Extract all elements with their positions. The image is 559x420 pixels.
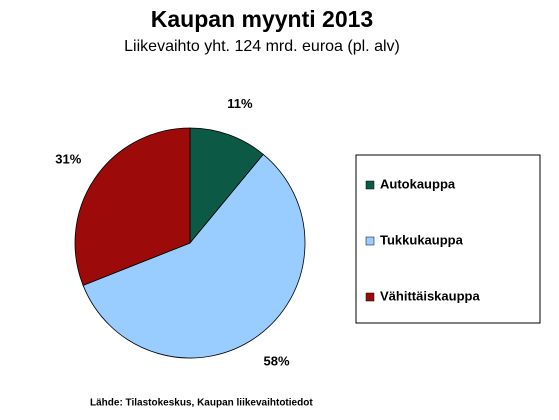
chart-title: Kaupan myynti 2013 — [151, 6, 373, 32]
legend-swatch — [365, 236, 375, 246]
data-label: 58% — [264, 354, 290, 369]
data-label: 31% — [55, 152, 81, 167]
data-label: 11% — [227, 96, 253, 111]
legend-swatch — [365, 292, 375, 302]
source-note: Lähde: Tilastokeskus, Kaupan liikevaihto… — [90, 398, 313, 409]
pie-slice — [82, 153, 306, 359]
legend-swatch — [365, 180, 375, 190]
pie-slice — [74, 127, 191, 286]
legend-box — [355, 154, 541, 324]
chart-subtitle: Liikevaihto yht. 124 mrd. euroa (pl. alv… — [124, 38, 400, 55]
pie-slice — [189, 127, 264, 245]
legend-label: Autokauppa — [380, 176, 456, 191]
legend-label: Tukkukauppa — [380, 232, 464, 247]
legend-label: Vähittäiskauppa — [380, 288, 480, 303]
